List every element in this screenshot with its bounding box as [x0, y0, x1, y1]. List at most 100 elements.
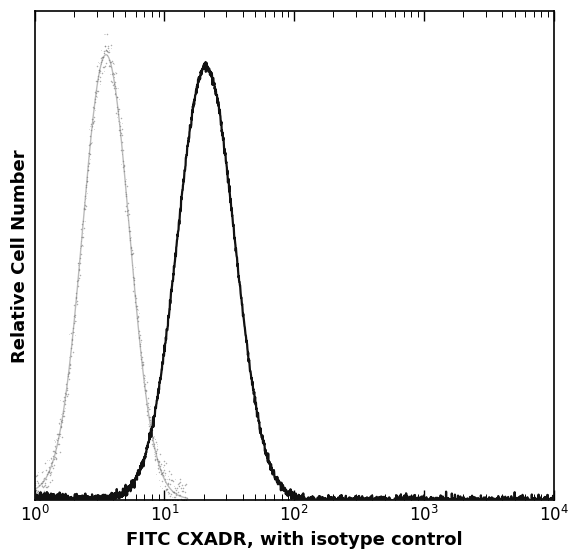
Point: [118, 162, 127, 171]
Point: [57, 432, 67, 441]
Point: [88, 102, 97, 111]
Point: [50, 455, 59, 464]
Point: [47, 470, 56, 479]
Point: [56, 423, 66, 432]
Point: [158, 468, 168, 477]
Point: [169, 496, 178, 505]
Point: [139, 371, 148, 380]
Point: [64, 369, 73, 378]
Point: [106, 40, 115, 49]
Point: [81, 182, 90, 191]
Point: [141, 387, 150, 396]
Point: [55, 430, 64, 438]
Point: [107, 77, 117, 86]
Point: [151, 438, 161, 447]
Point: [31, 472, 41, 480]
Point: [37, 488, 46, 497]
Point: [93, 71, 103, 80]
Point: [76, 259, 85, 268]
Point: [41, 480, 50, 489]
Point: [92, 62, 101, 71]
Point: [35, 496, 44, 505]
Point: [65, 363, 74, 372]
Point: [146, 432, 155, 441]
Point: [76, 242, 85, 251]
Point: [50, 442, 59, 451]
Point: [165, 480, 175, 489]
Point: [60, 395, 70, 404]
Point: [118, 157, 128, 166]
Point: [115, 95, 124, 104]
Point: [88, 114, 97, 123]
Point: [89, 116, 98, 125]
Point: [150, 456, 160, 465]
Point: [153, 457, 162, 466]
Point: [153, 464, 162, 473]
Point: [158, 477, 167, 486]
Point: [136, 342, 145, 351]
Point: [92, 77, 101, 86]
Point: [73, 259, 82, 268]
Point: [130, 262, 140, 271]
Point: [174, 496, 183, 505]
Point: [152, 439, 161, 448]
Point: [96, 66, 105, 75]
Point: [134, 333, 143, 342]
Point: [160, 469, 169, 478]
Point: [56, 447, 65, 456]
Point: [139, 374, 148, 382]
Point: [71, 298, 80, 307]
Point: [133, 305, 142, 314]
Point: [91, 92, 100, 101]
Point: [52, 443, 61, 452]
Point: [111, 90, 120, 99]
Point: [158, 469, 167, 478]
Point: [176, 474, 185, 483]
Point: [52, 455, 61, 464]
Point: [70, 330, 79, 339]
Point: [64, 368, 74, 377]
Point: [120, 179, 129, 188]
Point: [38, 480, 47, 489]
Point: [37, 467, 46, 476]
Point: [133, 304, 142, 313]
Point: [90, 106, 99, 115]
Point: [70, 319, 79, 328]
Point: [114, 105, 124, 114]
Point: [115, 121, 124, 130]
Point: [156, 461, 165, 470]
Point: [150, 434, 160, 443]
Point: [45, 478, 55, 487]
Point: [78, 232, 87, 241]
Point: [81, 216, 90, 225]
Point: [125, 235, 134, 244]
Point: [58, 409, 67, 418]
Point: [101, 58, 110, 67]
Point: [56, 417, 66, 426]
Point: [50, 448, 59, 457]
Point: [39, 481, 49, 490]
Point: [30, 480, 39, 489]
Point: [62, 391, 71, 400]
Point: [160, 472, 169, 480]
Point: [126, 232, 136, 241]
Point: [86, 125, 96, 134]
Point: [163, 487, 172, 496]
Point: [32, 486, 41, 495]
Point: [95, 69, 104, 78]
Point: [138, 377, 147, 386]
Point: [180, 487, 189, 496]
Point: [172, 484, 182, 493]
Point: [67, 328, 76, 337]
Point: [95, 59, 104, 68]
Point: [100, 42, 110, 51]
Point: [130, 291, 139, 300]
Point: [30, 477, 39, 486]
Point: [43, 481, 52, 490]
Point: [130, 276, 139, 284]
Point: [68, 328, 78, 337]
Point: [82, 180, 91, 189]
Point: [154, 460, 163, 469]
Point: [85, 150, 95, 159]
Point: [123, 206, 132, 214]
